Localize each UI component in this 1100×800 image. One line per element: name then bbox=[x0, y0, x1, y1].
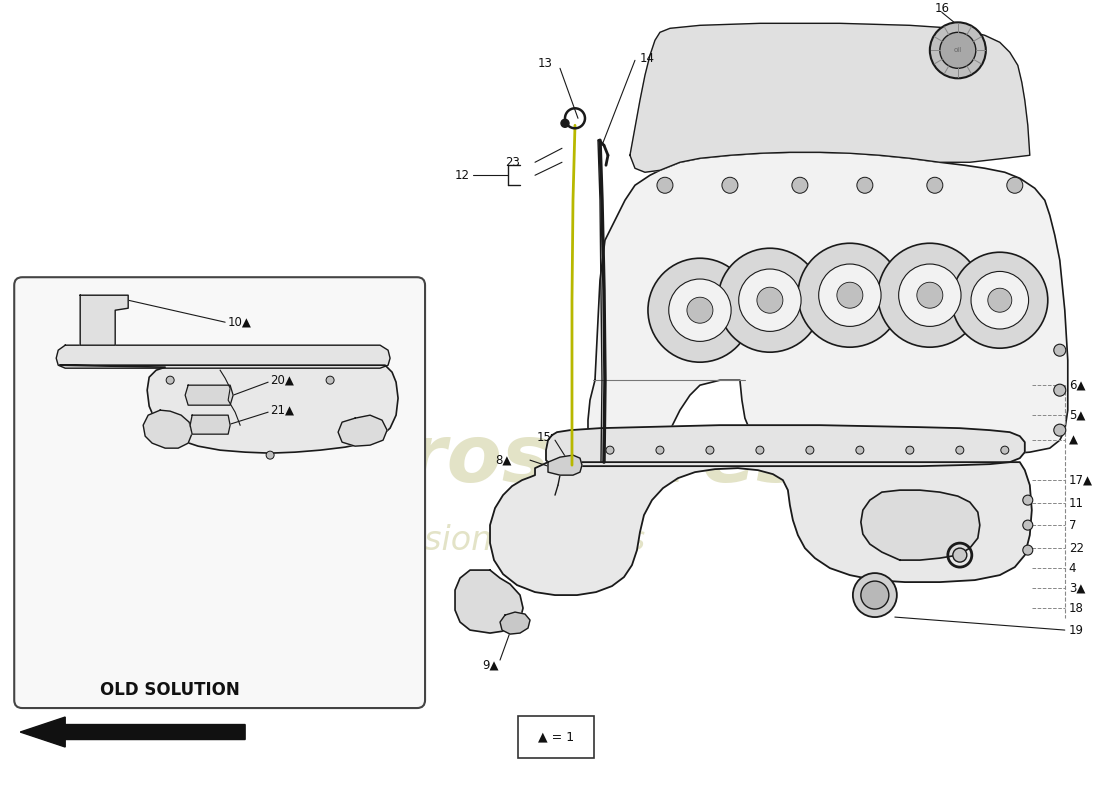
Circle shape bbox=[861, 581, 889, 609]
FancyBboxPatch shape bbox=[518, 716, 594, 758]
Polygon shape bbox=[143, 410, 192, 448]
Text: 17▲: 17▲ bbox=[1069, 474, 1092, 486]
Circle shape bbox=[722, 178, 738, 194]
Text: 9▲: 9▲ bbox=[482, 658, 498, 671]
Polygon shape bbox=[861, 490, 980, 560]
Polygon shape bbox=[185, 385, 233, 405]
Circle shape bbox=[792, 178, 807, 194]
Circle shape bbox=[878, 243, 982, 347]
Polygon shape bbox=[588, 152, 1068, 475]
Text: 7: 7 bbox=[1069, 518, 1076, 532]
Polygon shape bbox=[630, 23, 1030, 172]
Text: 18: 18 bbox=[1069, 602, 1084, 614]
Circle shape bbox=[899, 264, 961, 326]
Polygon shape bbox=[190, 415, 230, 434]
Polygon shape bbox=[455, 570, 522, 633]
Circle shape bbox=[606, 446, 614, 454]
Circle shape bbox=[757, 287, 783, 314]
Text: 8▲: 8▲ bbox=[496, 454, 512, 466]
FancyArrow shape bbox=[20, 717, 245, 747]
Circle shape bbox=[927, 178, 943, 194]
Circle shape bbox=[798, 243, 902, 347]
Circle shape bbox=[656, 446, 664, 454]
Circle shape bbox=[1006, 178, 1023, 194]
Circle shape bbox=[686, 298, 713, 323]
Circle shape bbox=[1054, 424, 1066, 436]
Text: OLD SOLUTION: OLD SOLUTION bbox=[100, 681, 240, 699]
Text: 16: 16 bbox=[934, 2, 949, 15]
Text: 5▲: 5▲ bbox=[1069, 409, 1086, 422]
Text: 14: 14 bbox=[640, 52, 654, 65]
Text: eurospares: eurospares bbox=[296, 421, 804, 499]
Text: ▲ = 1: ▲ = 1 bbox=[538, 730, 574, 743]
Circle shape bbox=[857, 178, 873, 194]
Circle shape bbox=[326, 376, 334, 384]
Text: 13: 13 bbox=[538, 57, 552, 70]
Polygon shape bbox=[500, 612, 530, 634]
Circle shape bbox=[916, 282, 943, 308]
Text: 10▲: 10▲ bbox=[228, 316, 252, 329]
Text: oil: oil bbox=[954, 47, 962, 54]
Circle shape bbox=[1023, 545, 1033, 555]
Circle shape bbox=[657, 178, 673, 194]
Text: 23: 23 bbox=[505, 156, 520, 169]
Circle shape bbox=[856, 446, 864, 454]
Text: a passion for parts: a passion for parts bbox=[334, 524, 646, 557]
Text: 22: 22 bbox=[1069, 542, 1084, 554]
Circle shape bbox=[930, 22, 986, 78]
Text: 6▲: 6▲ bbox=[1069, 378, 1086, 392]
Circle shape bbox=[669, 279, 732, 342]
Circle shape bbox=[837, 282, 862, 308]
Circle shape bbox=[971, 271, 1028, 329]
Circle shape bbox=[739, 269, 801, 331]
Text: ▲: ▲ bbox=[1069, 434, 1078, 446]
Circle shape bbox=[1054, 384, 1066, 396]
Circle shape bbox=[1023, 520, 1033, 530]
Circle shape bbox=[718, 248, 822, 352]
FancyBboxPatch shape bbox=[14, 278, 425, 708]
Circle shape bbox=[648, 258, 752, 362]
Text: 4: 4 bbox=[1069, 562, 1076, 574]
Polygon shape bbox=[60, 365, 398, 453]
Circle shape bbox=[166, 376, 174, 384]
Circle shape bbox=[266, 451, 274, 459]
Circle shape bbox=[905, 446, 914, 454]
Circle shape bbox=[818, 264, 881, 326]
Polygon shape bbox=[490, 462, 1032, 595]
Polygon shape bbox=[56, 345, 390, 368]
Circle shape bbox=[1023, 495, 1033, 505]
Circle shape bbox=[852, 573, 896, 617]
Circle shape bbox=[806, 446, 814, 454]
Circle shape bbox=[988, 288, 1012, 312]
Polygon shape bbox=[546, 425, 1025, 466]
Circle shape bbox=[952, 252, 1048, 348]
Circle shape bbox=[561, 119, 569, 127]
Circle shape bbox=[953, 548, 967, 562]
Text: 21▲: 21▲ bbox=[271, 404, 294, 417]
Circle shape bbox=[706, 446, 714, 454]
Circle shape bbox=[756, 446, 763, 454]
Polygon shape bbox=[80, 295, 129, 345]
Text: 19: 19 bbox=[1069, 623, 1084, 637]
Polygon shape bbox=[548, 455, 582, 475]
Text: 3▲: 3▲ bbox=[1069, 582, 1086, 594]
Circle shape bbox=[1001, 446, 1009, 454]
Text: 20▲: 20▲ bbox=[271, 374, 294, 386]
Circle shape bbox=[1054, 344, 1066, 356]
Text: 12: 12 bbox=[455, 169, 470, 182]
Polygon shape bbox=[338, 415, 387, 446]
Circle shape bbox=[939, 32, 976, 68]
Text: 11: 11 bbox=[1069, 497, 1084, 510]
Circle shape bbox=[956, 446, 964, 454]
Text: 15: 15 bbox=[537, 430, 552, 444]
